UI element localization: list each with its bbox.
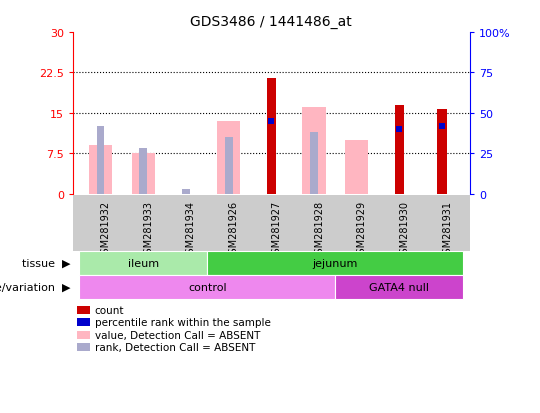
Text: genotype/variation  ▶: genotype/variation ▶ xyxy=(0,282,70,292)
Bar xyxy=(345,140,368,194)
Bar xyxy=(97,127,104,194)
Text: GATA4 null: GATA4 null xyxy=(369,282,429,292)
Bar xyxy=(77,331,90,339)
Bar xyxy=(225,138,233,194)
Text: tissue  ▶: tissue ▶ xyxy=(22,259,70,268)
Text: GSM281933: GSM281933 xyxy=(143,200,153,259)
Text: count: count xyxy=(94,305,124,315)
Text: GSM281928: GSM281928 xyxy=(314,200,324,259)
Text: GSM281931: GSM281931 xyxy=(442,200,452,259)
Bar xyxy=(79,252,207,275)
Bar xyxy=(77,318,90,327)
Text: GSM281926: GSM281926 xyxy=(228,200,239,259)
Bar xyxy=(139,148,147,194)
Text: GSM281932: GSM281932 xyxy=(100,200,111,259)
Bar xyxy=(335,275,463,299)
Bar xyxy=(207,252,463,275)
Bar xyxy=(89,146,112,194)
Title: GDS3486 / 1441486_at: GDS3486 / 1441486_at xyxy=(191,15,352,29)
Bar xyxy=(395,106,404,194)
Bar xyxy=(77,306,90,314)
Text: jejunum: jejunum xyxy=(313,259,358,268)
Text: value, Detection Call = ABSENT: value, Detection Call = ABSENT xyxy=(94,330,260,340)
Bar xyxy=(182,190,190,194)
Text: GSM281927: GSM281927 xyxy=(271,200,281,259)
Bar xyxy=(217,122,240,194)
Text: GSM281934: GSM281934 xyxy=(186,200,196,259)
Bar xyxy=(437,109,447,194)
Bar xyxy=(310,132,318,194)
Bar xyxy=(267,79,276,194)
Bar xyxy=(302,108,326,194)
Bar xyxy=(79,275,335,299)
Text: percentile rank within the sample: percentile rank within the sample xyxy=(94,318,271,328)
Text: GSM281929: GSM281929 xyxy=(357,200,367,259)
Text: rank, Detection Call = ABSENT: rank, Detection Call = ABSENT xyxy=(94,342,255,352)
Text: GSM281930: GSM281930 xyxy=(400,200,409,259)
Bar xyxy=(77,343,90,351)
Bar xyxy=(132,154,155,194)
Text: control: control xyxy=(188,282,227,292)
Text: ileum: ileum xyxy=(128,259,159,268)
